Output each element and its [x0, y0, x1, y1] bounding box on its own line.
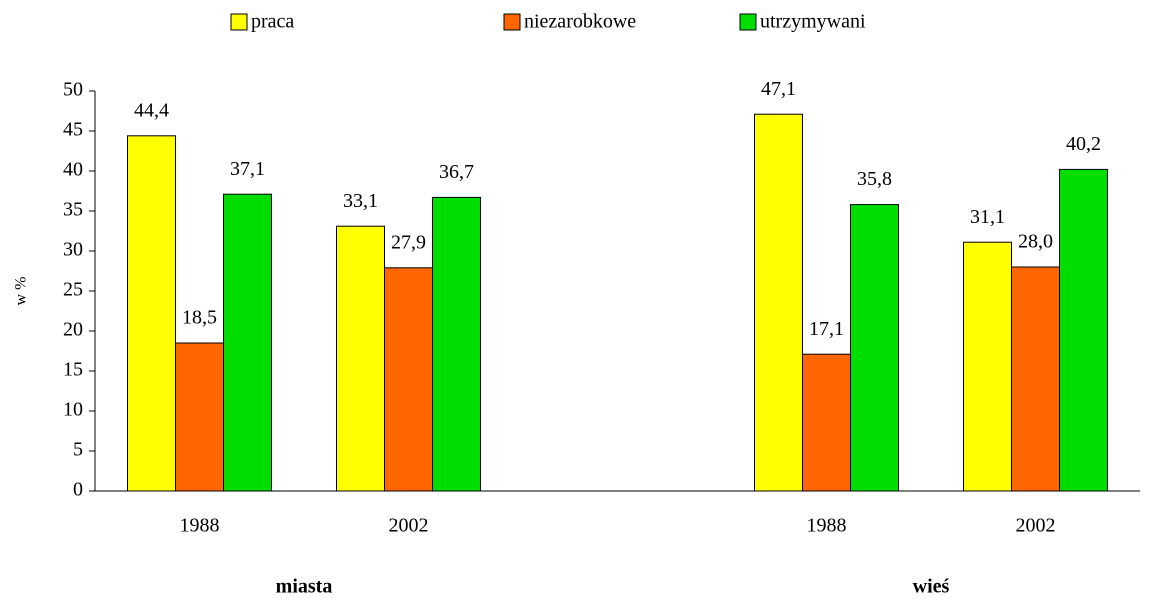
legend-swatch: [503, 13, 521, 31]
data-label: 28,0: [1018, 231, 1053, 253]
data-label: 47,1: [761, 78, 796, 100]
bar: [802, 353, 851, 492]
y-tick-label: 10: [63, 399, 83, 421]
legend-swatch: [230, 13, 248, 31]
y-tick-label: 50: [63, 79, 83, 101]
y-tick-label: 0: [73, 479, 83, 501]
bar: [754, 113, 803, 492]
y-tick-label: 25: [63, 279, 83, 301]
data-label: 27,9: [391, 231, 426, 253]
x-tick-label: 2002: [1016, 515, 1056, 537]
group-label: wieś: [913, 576, 950, 598]
y-axis-label: w %: [13, 277, 30, 306]
legend-label: praca: [251, 11, 294, 33]
bar: [850, 204, 899, 492]
bar: [175, 342, 224, 492]
y-tick-label: 20: [63, 319, 83, 341]
y-tick-label: 45: [63, 119, 83, 141]
x-tick-label: 1988: [180, 515, 220, 537]
data-label: 44,4: [134, 99, 169, 121]
y-tick-label: 35: [63, 199, 83, 221]
data-label: 40,2: [1066, 133, 1101, 155]
bar: [1011, 266, 1060, 492]
bar: [223, 193, 272, 492]
data-label: 35,8: [857, 168, 892, 190]
data-label: 31,1: [970, 206, 1005, 228]
bar: [1059, 168, 1108, 492]
x-tick-label: 1988: [807, 515, 847, 537]
bar: [432, 196, 481, 492]
legend-swatch: [739, 13, 757, 31]
data-label: 17,1: [809, 318, 844, 340]
legend-label: utrzymywani: [760, 11, 866, 33]
bar: [963, 241, 1012, 492]
x-tick-label: 2002: [389, 515, 429, 537]
data-label: 33,1: [343, 190, 378, 212]
bar: [384, 267, 433, 492]
y-tick-label: 5: [73, 439, 83, 461]
y-tick-label: 40: [63, 159, 83, 181]
data-label: 36,7: [439, 161, 474, 183]
bar: [127, 135, 176, 492]
group-label: miasta: [276, 576, 333, 598]
legend-label: niezarobkowe: [524, 11, 636, 33]
data-label: 18,5: [182, 307, 217, 329]
y-tick-label: 15: [63, 359, 83, 381]
bar: [336, 225, 385, 492]
y-tick-label: 30: [63, 239, 83, 261]
data-label: 37,1: [230, 158, 265, 180]
